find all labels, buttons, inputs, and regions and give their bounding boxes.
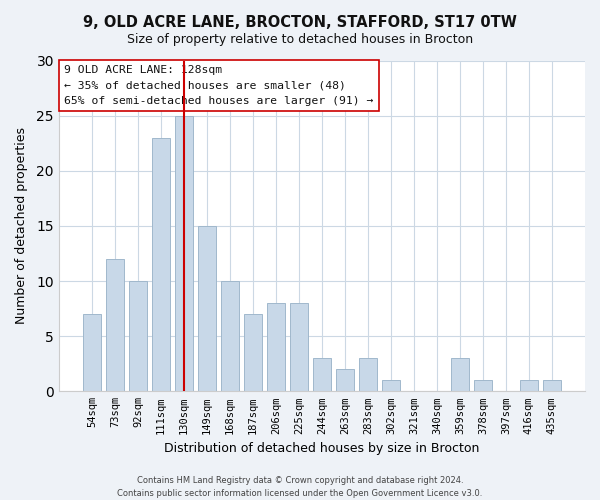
Bar [152, 138, 170, 392]
Bar [221, 281, 239, 392]
Text: 9, OLD ACRE LANE, BROCTON, STAFFORD, ST17 0TW: 9, OLD ACRE LANE, BROCTON, STAFFORD, ST1… [83, 15, 517, 30]
Bar [83, 314, 101, 392]
Text: Size of property relative to detached houses in Brocton: Size of property relative to detached ho… [127, 32, 473, 46]
X-axis label: Distribution of detached houses by size in Brocton: Distribution of detached houses by size … [164, 442, 479, 455]
Bar [198, 226, 216, 392]
Bar [106, 259, 124, 392]
Bar [336, 370, 354, 392]
Bar [175, 116, 193, 392]
Bar [473, 380, 492, 392]
Bar [359, 358, 377, 392]
Text: Contains HM Land Registry data © Crown copyright and database right 2024.
Contai: Contains HM Land Registry data © Crown c… [118, 476, 482, 498]
Bar [542, 380, 561, 392]
Y-axis label: Number of detached properties: Number of detached properties [15, 128, 28, 324]
Bar [520, 380, 538, 392]
Text: 9 OLD ACRE LANE: 128sqm
← 35% of detached houses are smaller (48)
65% of semi-de: 9 OLD ACRE LANE: 128sqm ← 35% of detache… [64, 66, 373, 106]
Bar [129, 281, 147, 392]
Bar [451, 358, 469, 392]
Bar [382, 380, 400, 392]
Bar [290, 303, 308, 392]
Bar [267, 303, 285, 392]
Bar [244, 314, 262, 392]
Bar [313, 358, 331, 392]
